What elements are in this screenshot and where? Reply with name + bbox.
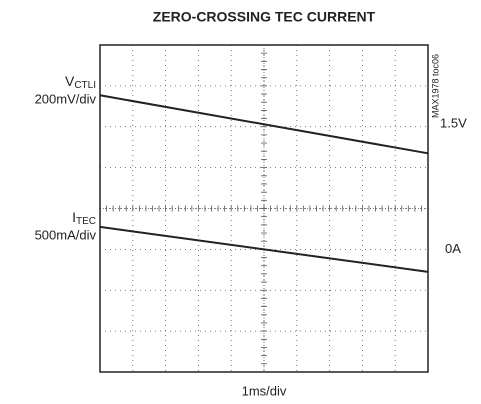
chart-title: ZERO-CROSSING TEC CURRENT [153,9,376,25]
channel-label: ITEC [72,209,96,227]
trace [99,94,429,155]
channel-symbol: V [65,73,75,89]
channel-subscript: CTLI [74,80,96,91]
channel-scale: 200mV/div [35,91,97,106]
channel-symbol: I [72,209,76,225]
channel-level: 0A [445,241,461,256]
trace [99,225,429,273]
channel-level: 1.5V [440,116,467,131]
x-axis-label: 1ms/div [242,383,287,398]
channel-subscript: TEC [76,216,96,227]
channel-label: VCTLI [65,73,96,91]
plot-frame [99,44,429,373]
channel-scale: 500mA/div [35,227,97,242]
figure-code: MAX1978 toc06 [430,54,440,118]
